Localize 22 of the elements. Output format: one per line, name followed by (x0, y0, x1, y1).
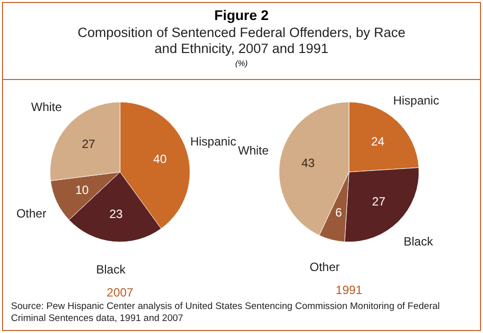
text: (%) (234, 59, 249, 68)
slice-label: Other (16, 206, 46, 221)
slice-label: Hispanic (190, 134, 236, 149)
text: Figure 2 (213, 7, 270, 23)
slice-label: White (31, 100, 62, 114)
slice-label: Other (310, 260, 340, 274)
data-label: 40 (153, 152, 167, 166)
data-label: 43 (301, 156, 316, 170)
text: Composition of Sentenced Federal Offenders, by Race and Ethnicity, 2007 and 1991 (76, 25, 406, 57)
data-label: 6 (335, 206, 342, 220)
slice-label: Black (404, 234, 434, 248)
data-label: 27 (372, 194, 386, 209)
data-label: 27 (82, 137, 96, 152)
slice-label: White (238, 144, 270, 158)
text: 1991 (336, 282, 363, 297)
slice-label: Black (96, 262, 126, 277)
slice-label: Hispanic (393, 94, 440, 108)
text: 2007 (106, 286, 134, 300)
data-label: 10 (75, 182, 89, 197)
data-label: 24 (371, 134, 385, 148)
data-label: 23 (109, 206, 124, 221)
source-note: Source: Pew Hispanic Center analysis of United States Sentencing Commission Monitoring of Federal Criminal Sentences data, 1991 and 2007 (11, 301, 441, 325)
